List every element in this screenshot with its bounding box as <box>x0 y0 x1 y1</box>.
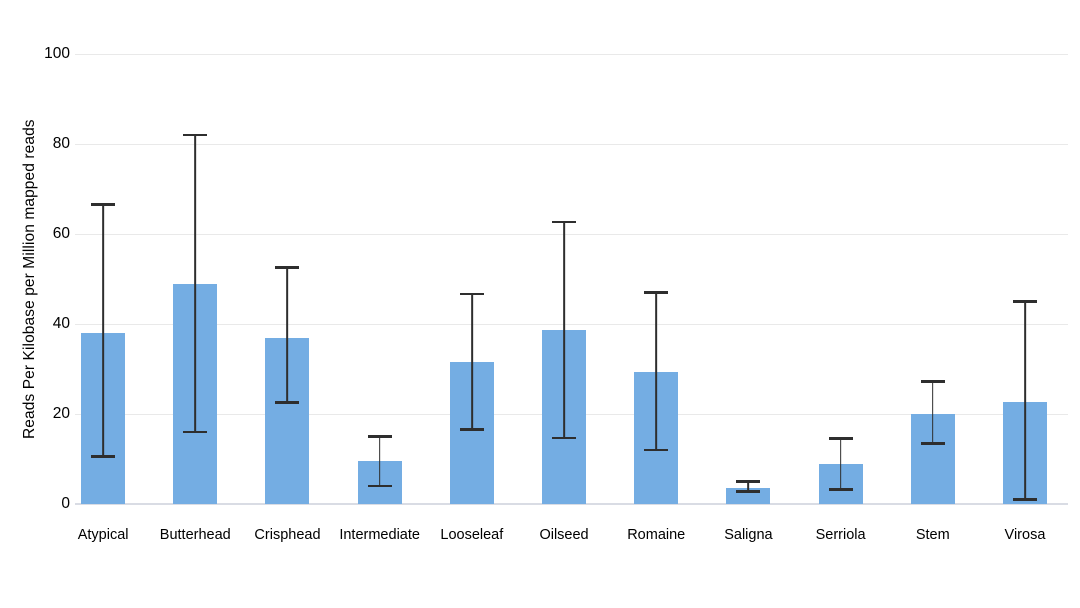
bar-slot <box>334 54 426 504</box>
error-bar-stem <box>378 436 381 486</box>
error-bar-cap-bottom <box>552 436 577 440</box>
gridline <box>75 143 1068 145</box>
y-axis-ticks: 0 20 40 60 80 100 <box>0 0 70 608</box>
error-bar-stem <box>563 221 565 438</box>
error-bar-cap-bottom <box>183 430 208 434</box>
x-axis-labels: Atypical Butterhead Crisphead Intermediate L… <box>57 524 1071 546</box>
error-bar-cap-top <box>367 435 392 438</box>
error-bar-stem <box>1024 301 1026 500</box>
error-bar-stem <box>747 481 750 492</box>
bar-slot <box>610 54 702 504</box>
error-bar-stem <box>102 204 104 457</box>
y-tick-label: 100 <box>44 45 70 62</box>
bar-slot <box>795 54 887 504</box>
error-bar-cap-top <box>275 266 300 270</box>
y-tick-label: 20 <box>52 405 70 422</box>
gridline <box>75 53 1068 55</box>
bar-slot <box>241 54 333 504</box>
gridline <box>75 233 1068 235</box>
error-bar-cap-bottom <box>644 448 669 452</box>
bar-slot <box>57 54 149 504</box>
x-tick-label: Serriola <box>815 527 866 543</box>
bar-slot <box>426 54 518 504</box>
y-tick-label: 60 <box>52 225 70 242</box>
error-bar-cap-top <box>91 203 116 207</box>
error-bar-stem <box>471 293 473 430</box>
error-bar-cap-top <box>828 437 853 441</box>
y-tick-label: 40 <box>52 315 70 332</box>
bar-slot <box>518 54 610 504</box>
error-bar-stem <box>931 381 934 444</box>
gridline <box>75 323 1068 325</box>
x-tick-label: Stem <box>915 527 950 543</box>
bar-slot <box>702 54 794 504</box>
x-tick-label: Romaine <box>627 527 686 543</box>
error-bar-cap-bottom <box>1012 498 1037 501</box>
bar-slot <box>979 54 1071 504</box>
error-bar-stem <box>839 438 842 490</box>
error-bar-stem <box>655 292 658 450</box>
error-bar-cap-top <box>1012 300 1037 303</box>
x-tick-label: Oilseed <box>539 527 589 543</box>
x-tick-label: Crisphead <box>254 527 321 543</box>
y-tick-label: 80 <box>52 135 70 152</box>
error-bar-cap-top <box>459 292 484 296</box>
x-tick-label: Saligna <box>724 527 773 543</box>
x-tick-label: Butterhead <box>159 527 231 543</box>
error-bar-stem <box>286 267 289 403</box>
error-bar-cap-top <box>736 480 761 483</box>
error-bar-stem <box>194 135 197 432</box>
error-bar-cap-bottom <box>275 401 300 405</box>
bar-slot <box>149 54 241 504</box>
x-tick-label: Virosa <box>1004 527 1046 543</box>
x-tick-label: Intermediate <box>339 527 420 543</box>
x-tick-label: Looseleaf <box>440 527 504 543</box>
error-bar-cap-top <box>920 380 945 383</box>
error-bar-cap-bottom <box>736 490 761 493</box>
error-bar-cap-bottom <box>459 428 484 432</box>
error-bar-cap-bottom <box>91 455 116 459</box>
error-bar-cap-bottom <box>828 488 853 491</box>
bar-slot <box>887 54 979 504</box>
error-bar-cap-top <box>183 133 208 137</box>
error-bar-cap-bottom <box>920 441 945 445</box>
error-bar-cap-bottom <box>367 484 392 488</box>
y-tick-label: 0 <box>61 495 70 512</box>
error-bar-cap-top <box>644 291 669 294</box>
bars-layer <box>57 54 1071 504</box>
error-bar-cap-top <box>552 220 577 224</box>
x-tick-label: Atypical <box>77 527 129 543</box>
